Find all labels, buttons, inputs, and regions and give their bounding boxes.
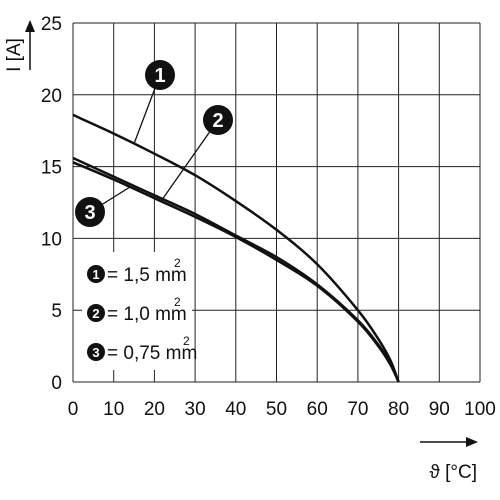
annotation-badge-2 bbox=[203, 105, 233, 135]
legend-entry-sup-2: 2 bbox=[174, 295, 181, 309]
y-tick-label-2: 10 bbox=[41, 229, 62, 250]
annotation-badge-3 bbox=[75, 197, 105, 227]
x-tick-label-4: 40 bbox=[225, 399, 246, 420]
x-tick-label-2: 20 bbox=[144, 399, 165, 420]
x-tick-label-6: 60 bbox=[307, 399, 328, 420]
y-tick-label-0: 0 bbox=[51, 373, 62, 394]
legend-entry-text-1: = 1,5 mm bbox=[107, 265, 187, 286]
legend-badge-3 bbox=[87, 343, 105, 361]
annotation-leader-2 bbox=[162, 119, 219, 200]
y-tick-label-5: 25 bbox=[41, 14, 62, 35]
legend-badge-label-2: 2 bbox=[92, 306, 99, 321]
x-tick-label-0: 0 bbox=[68, 399, 79, 420]
x-tick-label-5: 50 bbox=[266, 399, 287, 420]
y-tick-label-3: 15 bbox=[41, 158, 62, 179]
legend-entry-sup-3: 2 bbox=[183, 334, 190, 348]
legend-entry-text-2: = 1,0 mm bbox=[107, 304, 187, 325]
x-tick-label-10: 100 bbox=[464, 399, 496, 420]
x-tick-label-7: 70 bbox=[347, 399, 368, 420]
x-tick-label-1: 10 bbox=[103, 399, 124, 420]
legend-badge-1 bbox=[87, 265, 105, 283]
y-tick-label-1: 5 bbox=[51, 301, 62, 322]
annotation-badge-1 bbox=[145, 60, 175, 90]
series-line-3 bbox=[72, 161, 400, 383]
legend-badge-label-1: 1 bbox=[92, 267, 99, 282]
annotation-badge-label-2: 2 bbox=[212, 110, 223, 132]
y-axis-arrow-head bbox=[25, 20, 35, 32]
y-axis-label: I [A] bbox=[4, 38, 25, 72]
legend-badge-2 bbox=[87, 304, 105, 322]
legend-badge-label-3: 3 bbox=[92, 345, 99, 360]
series-line-1 bbox=[72, 113, 400, 383]
annotation-badge-label-1: 1 bbox=[154, 65, 165, 87]
legend-entry-sup-1: 2 bbox=[174, 256, 181, 270]
x-tick-label-8: 80 bbox=[388, 399, 409, 420]
legend-entry-text-3: = 0,75 mm bbox=[107, 343, 197, 364]
x-axis-arrow-head bbox=[466, 437, 478, 447]
x-axis-label: ϑ [°C] bbox=[429, 462, 477, 483]
x-tick-label-9: 90 bbox=[429, 399, 450, 420]
annotation-badge-label-3: 3 bbox=[84, 202, 95, 224]
y-tick-label-4: 20 bbox=[41, 86, 62, 107]
x-tick-label-3: 30 bbox=[185, 399, 206, 420]
